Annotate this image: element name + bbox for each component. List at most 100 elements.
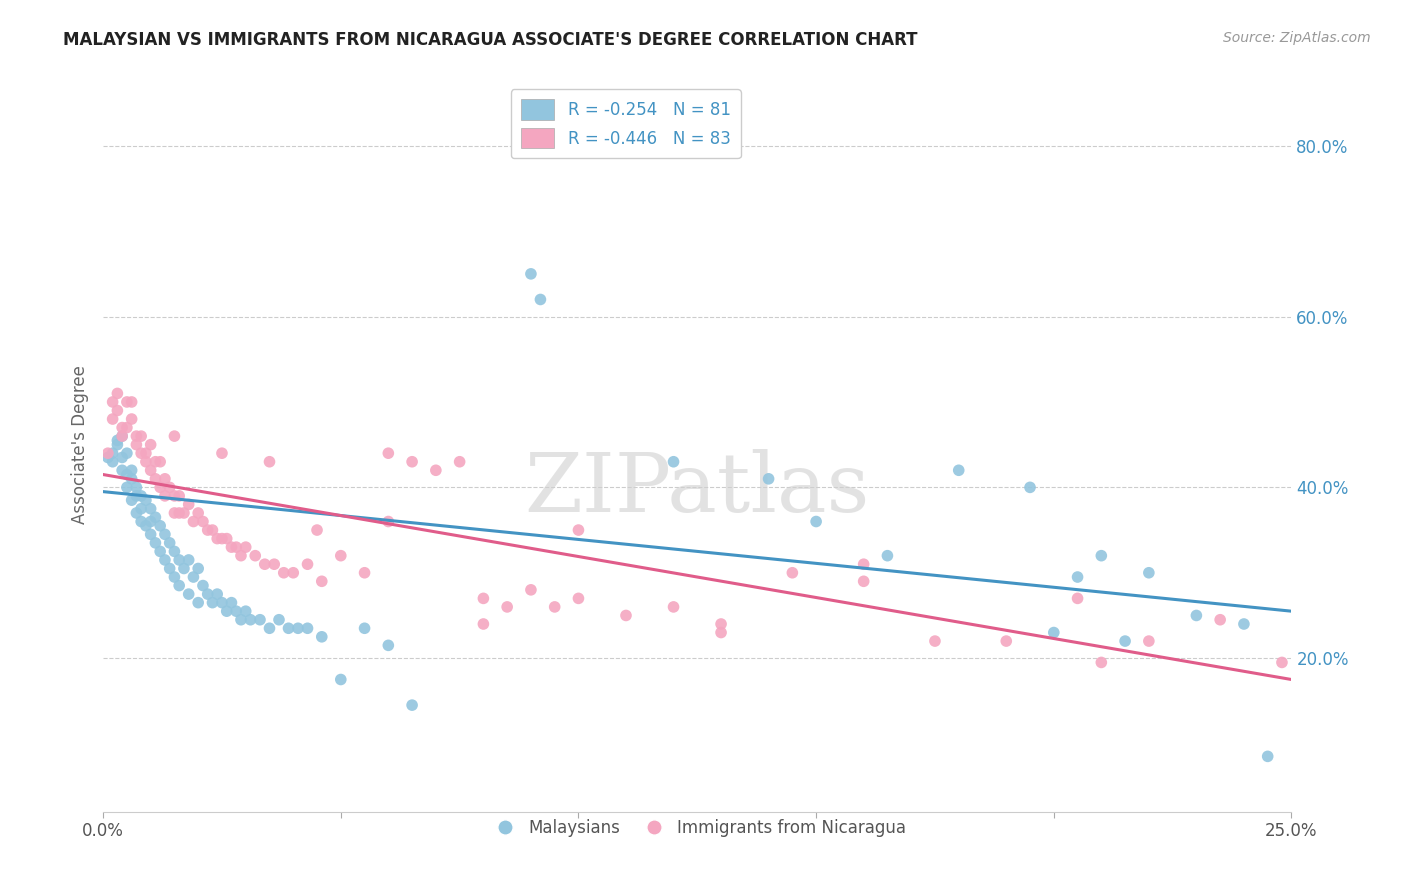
Text: MALAYSIAN VS IMMIGRANTS FROM NICARAGUA ASSOCIATE'S DEGREE CORRELATION CHART: MALAYSIAN VS IMMIGRANTS FROM NICARAGUA A…: [63, 31, 918, 49]
Point: [449, 455, 471, 469]
Point: [105, 434, 128, 448]
Point: [183, 515, 205, 529]
Point: [159, 536, 181, 550]
Point: [111, 429, 134, 443]
Point: [201, 523, 224, 537]
Point: [139, 527, 162, 541]
Point: [245, 549, 267, 563]
Point: [187, 506, 209, 520]
Point: [145, 472, 167, 486]
Point: [125, 429, 148, 443]
Point: [149, 480, 172, 494]
Point: [283, 566, 305, 580]
Point: [115, 446, 138, 460]
Point: [221, 540, 243, 554]
Point: [205, 587, 228, 601]
Point: [782, 566, 804, 580]
Point: [311, 630, 333, 644]
Point: [177, 553, 200, 567]
Point: [235, 540, 257, 554]
Point: [876, 549, 898, 563]
Point: [101, 455, 124, 469]
Point: [197, 587, 219, 601]
Point: [129, 429, 152, 443]
Point: [139, 463, 162, 477]
Point: [1137, 634, 1160, 648]
Point: [253, 558, 276, 572]
Point: [121, 395, 143, 409]
Point: [101, 395, 124, 409]
Point: [710, 625, 733, 640]
Point: [173, 506, 195, 520]
Point: [229, 549, 252, 563]
Point: [145, 536, 167, 550]
Point: [177, 498, 200, 512]
Point: [1209, 613, 1232, 627]
Point: [153, 527, 176, 541]
Point: [211, 532, 233, 546]
Point: [135, 455, 157, 469]
Point: [129, 515, 152, 529]
Point: [710, 617, 733, 632]
Point: [544, 599, 567, 614]
Point: [163, 489, 186, 503]
Point: [215, 532, 238, 546]
Point: [191, 515, 214, 529]
Legend: Malaysians, Immigrants from Nicaragua: Malaysians, Immigrants from Nicaragua: [482, 813, 912, 844]
Point: [758, 472, 780, 486]
Point: [1271, 656, 1294, 670]
Point: [1090, 656, 1112, 670]
Point: [135, 493, 157, 508]
Point: [852, 558, 875, 572]
Point: [121, 463, 143, 477]
Point: [115, 420, 138, 434]
Point: [852, 574, 875, 589]
Point: [183, 570, 205, 584]
Point: [197, 523, 219, 537]
Point: [191, 578, 214, 592]
Point: [377, 515, 399, 529]
Point: [1042, 625, 1064, 640]
Point: [177, 587, 200, 601]
Point: [995, 634, 1018, 648]
Point: [377, 446, 399, 460]
Point: [273, 566, 295, 580]
Point: [297, 558, 319, 572]
Point: [211, 446, 233, 460]
Point: [287, 621, 309, 635]
Point: [163, 570, 186, 584]
Point: [129, 446, 152, 460]
Point: [121, 493, 143, 508]
Point: [1090, 549, 1112, 563]
Point: [267, 613, 290, 627]
Point: [215, 604, 238, 618]
Point: [167, 553, 190, 567]
Point: [235, 604, 257, 618]
Point: [125, 437, 148, 451]
Point: [520, 267, 543, 281]
Point: [221, 596, 243, 610]
Point: [125, 506, 148, 520]
Point: [105, 437, 128, 451]
Point: [263, 558, 285, 572]
Point: [225, 604, 247, 618]
Point: [329, 673, 352, 687]
Text: ZIPatlas: ZIPatlas: [524, 449, 870, 529]
Point: [111, 450, 134, 465]
Point: [97, 446, 120, 460]
Point: [662, 455, 685, 469]
Point: [377, 638, 399, 652]
Point: [1066, 591, 1088, 606]
Point: [948, 463, 970, 477]
Point: [259, 455, 281, 469]
Point: [297, 621, 319, 635]
Point: [496, 599, 519, 614]
Point: [353, 566, 375, 580]
Point: [311, 574, 333, 589]
Point: [111, 429, 134, 443]
Point: [139, 515, 162, 529]
Point: [97, 450, 120, 465]
Point: [153, 553, 176, 567]
Point: [139, 437, 162, 451]
Point: [353, 621, 375, 635]
